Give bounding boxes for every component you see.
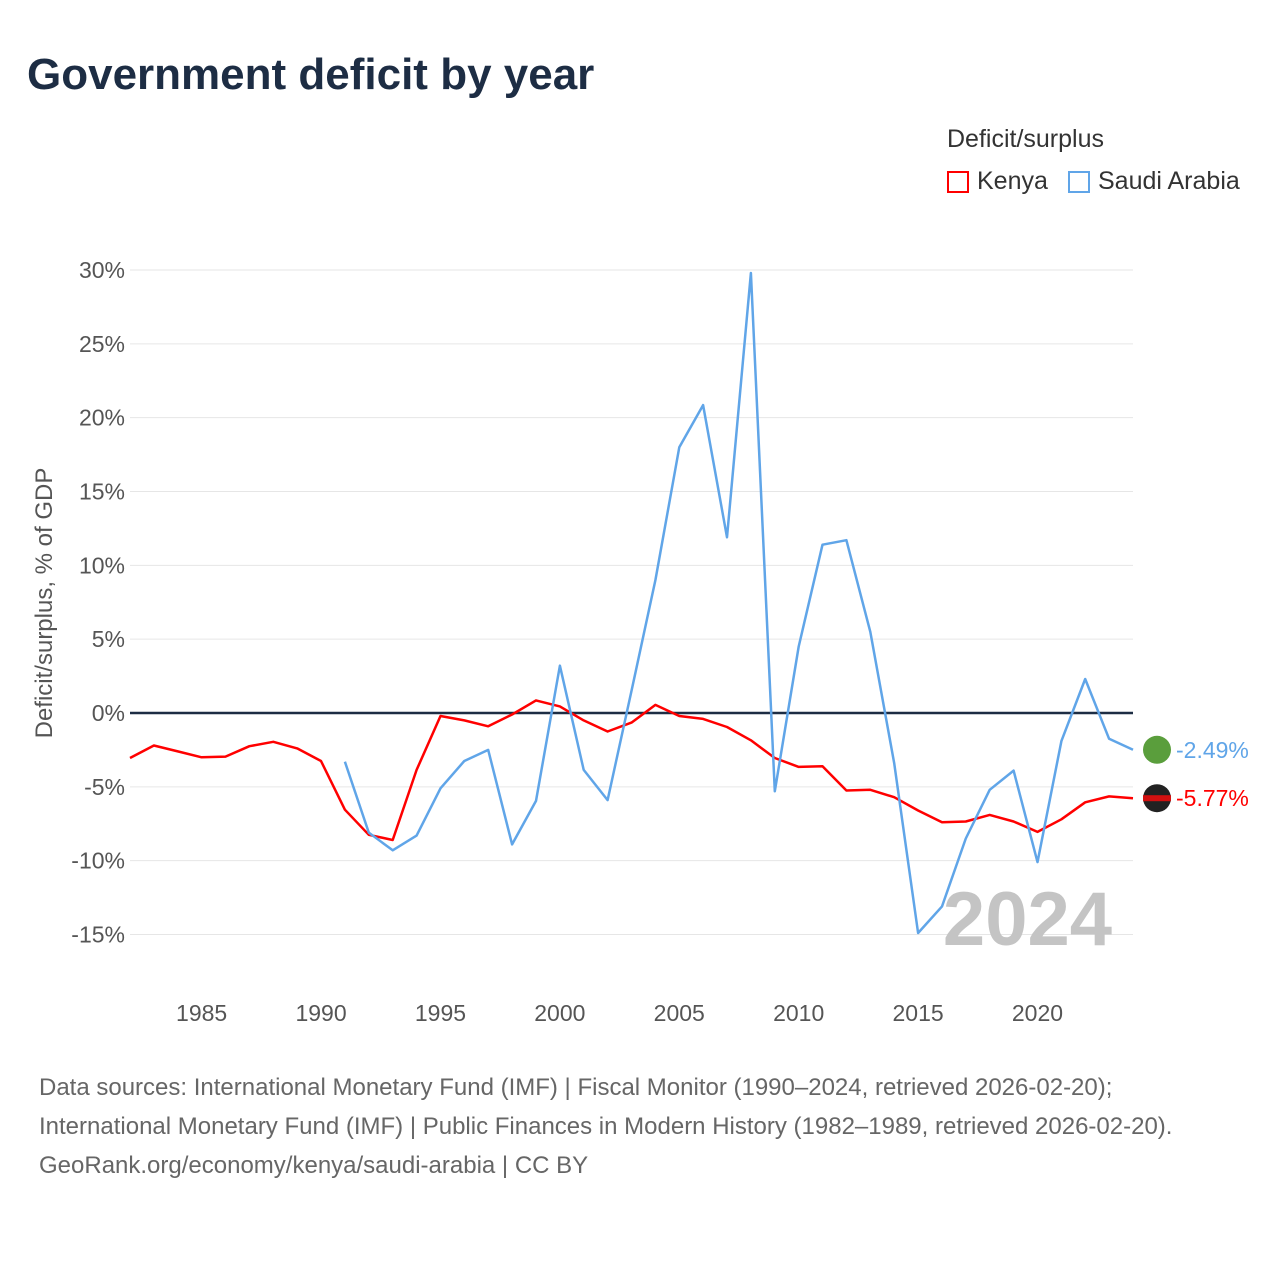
y-tick-label: 25% bbox=[79, 331, 125, 357]
y-tick-label: 30% bbox=[79, 257, 125, 283]
legend-swatch-kenya bbox=[947, 170, 969, 193]
x-tick-label: 2020 bbox=[1012, 1000, 1063, 1026]
legend-swatch-saudi-arabia bbox=[1068, 170, 1090, 193]
y-tick-label: 10% bbox=[79, 552, 125, 578]
legend-label: Kenya bbox=[977, 167, 1048, 195]
line-chart: 30% 25% 20% 15% 10% 5% 0% -5% -10% -15% 1985 1990 19… bbox=[31, 257, 1249, 1026]
series-line-saudi-arabia[interactable] bbox=[343, 271, 1134, 935]
y-tick-label: -15% bbox=[71, 922, 125, 948]
y-tick-label: -10% bbox=[71, 848, 125, 874]
x-tick-label: 2005 bbox=[654, 1000, 705, 1026]
end-label-saudi-arabia: -2.49% bbox=[1176, 737, 1249, 763]
legend-item-saudi-arabia[interactable]: Saudi Arabia bbox=[1068, 167, 1240, 196]
y-tick-label: 5% bbox=[92, 626, 125, 652]
x-tick-label: 1995 bbox=[415, 1000, 466, 1026]
year-watermark: 2024 bbox=[943, 877, 1112, 962]
legend-label: Saudi Arabia bbox=[1098, 167, 1240, 195]
legend-title: Deficit/surplus bbox=[947, 125, 1104, 153]
legend-item-kenya[interactable]: Kenya bbox=[947, 167, 1048, 196]
chart-title: Government deficit by year bbox=[27, 50, 595, 99]
flag-icon-saudi-arabia bbox=[1143, 735, 1171, 764]
end-label-kenya: -5.77% bbox=[1176, 785, 1249, 811]
x-tick-label: 1985 bbox=[176, 1000, 227, 1026]
y-tick-label: -5% bbox=[84, 774, 125, 800]
y-tick-label: 15% bbox=[79, 479, 125, 505]
y-tick-label: 0% bbox=[92, 700, 125, 726]
x-tick-label: 2015 bbox=[892, 1000, 943, 1026]
flag-stripe bbox=[1143, 795, 1171, 802]
credit-link[interactable]: GeoRank.org/economy/kenya/saudi-arabia |… bbox=[39, 1152, 589, 1179]
y-tick-label: 20% bbox=[79, 405, 125, 431]
series-line-kenya[interactable] bbox=[129, 699, 1134, 842]
data-sources: Data sources: International Monetary Fun… bbox=[39, 1074, 1173, 1140]
y-axis-label: Deficit/surplus, % of GDP bbox=[31, 468, 58, 739]
x-tick-label: 1990 bbox=[295, 1000, 346, 1026]
x-tick-label: 2000 bbox=[534, 1000, 585, 1026]
footer: Data sources: International Monetary Fun… bbox=[39, 1068, 1239, 1185]
x-tick-label: 2010 bbox=[773, 1000, 824, 1026]
